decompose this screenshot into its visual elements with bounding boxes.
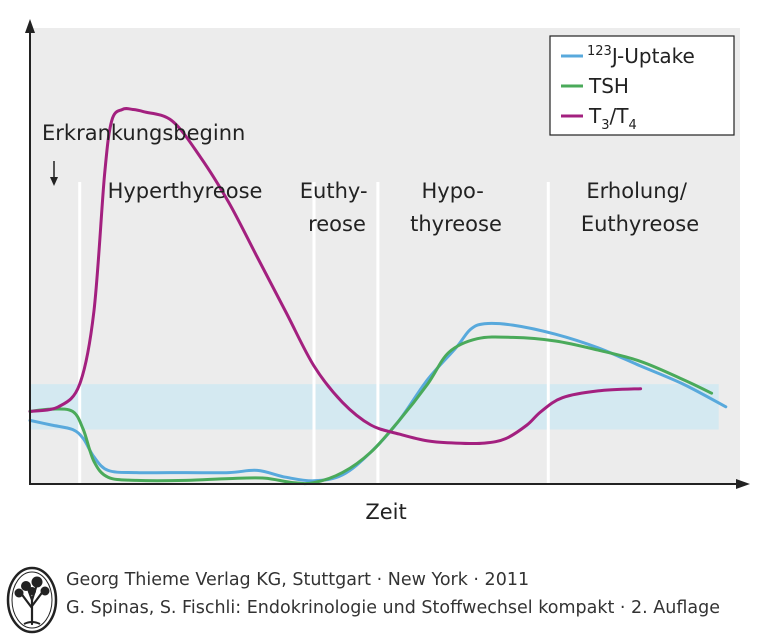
phase-labels: Hyperthyreose Euthy- reose Hypo- thyreos… [108,179,700,236]
series-line-tsh [28,335,714,486]
legend-label-uptake-main: J-Uptake [610,44,695,68]
legend-label-t3t4-sub2: 4 [628,118,636,133]
legend: 123J-Uptake TSH T3/T4 [549,35,735,136]
chart: Zeit Erkrankungsbeginn Hyperthyreose Eut… [25,19,750,524]
legend-label-tsh: TSH [588,74,629,98]
footer-citation-line: G. Spinas, S. Fischli: Endokrinologie un… [66,598,720,618]
phase-label-hypothyreose: Hypo- thyreose [410,179,502,236]
x-axis-label: Zeit [365,500,406,524]
legend-label-uptake-sup: 123 [587,44,612,59]
legend-label-uptake: 123J-Uptake [587,44,695,68]
onset-label: Erkrankungsbeginn [42,121,245,145]
series-line-uptake [28,321,728,483]
legend-label-t3t4-mid: /T [610,104,630,128]
phase-label-line: Euthy- [300,179,368,203]
phase-label-line: Hypo- [421,179,483,203]
phase-label-line: Erholung/ [586,179,687,203]
legend-label-t3t4-sub1: 3 [601,118,609,133]
publisher-footer: Georg Thieme Verlag KG, Stuttgart · New … [0,556,768,643]
publisher-tree-logo-icon [6,566,58,634]
x-axis-arrow-icon [736,479,750,489]
y-axis-arrow-icon [25,19,35,33]
legend-label-t3t4-part: T [588,104,602,128]
series-lines [28,107,728,486]
footer-publisher-line: Georg Thieme Verlag KG, Stuttgart · New … [66,570,530,590]
onset-arrow-icon [50,161,58,186]
phase-label-line: Euthyreose [581,212,699,236]
phase-label-erholung: Erholung/ Euthyreose [581,179,699,236]
phase-label-euthyreose: Euthy- reose [300,179,374,236]
phase-label-line: thyreose [410,212,502,236]
legend-label-t3t4: T3/T4 [588,104,637,133]
series-line-t3t4 [28,107,643,446]
phase-label-hyperthyreose: Hyperthyreose [108,179,263,203]
phase-label-line: reose [308,212,366,236]
phase-label-line: Hyperthyreose [108,179,263,203]
